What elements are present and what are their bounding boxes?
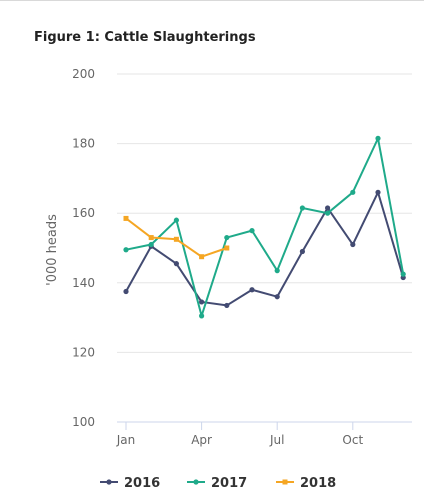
data-point — [325, 205, 331, 211]
data-point — [224, 302, 230, 309]
series-line-2016 — [125, 191, 405, 307]
data-point — [274, 294, 280, 300]
data-point — [148, 241, 154, 248]
data-point — [173, 236, 179, 242]
legend-item-2018: 2018 — [276, 476, 336, 491]
data-point — [274, 268, 280, 274]
data-point — [375, 189, 381, 195]
data-point — [400, 271, 406, 277]
data-point — [173, 261, 179, 267]
data-point — [249, 287, 255, 293]
data-point — [123, 247, 129, 253]
legend-marker — [106, 479, 112, 485]
data-point — [299, 248, 305, 255]
data-point — [199, 299, 205, 305]
data-point — [350, 241, 356, 248]
series-2016 — [123, 189, 406, 309]
legend-marker — [193, 479, 199, 485]
y-tick-label: 120 — [72, 345, 95, 359]
y-tick-label: 200 — [72, 67, 95, 81]
data-point — [173, 217, 179, 223]
legend-label: 2018 — [300, 476, 336, 491]
y-tick-labels: 100 120 140 160 180 200 — [72, 67, 95, 429]
legend-item-2017: 2017 — [187, 476, 247, 491]
y-tick-label: 180 — [72, 137, 95, 151]
x-tick-label: Apr — [191, 433, 212, 447]
legend-label: 2017 — [211, 476, 247, 491]
legend-label: 2016 — [124, 476, 160, 491]
data-point — [148, 235, 154, 241]
chart-title: Figure 1: Cattle Slaughterings — [34, 30, 256, 45]
y-tick-label: 160 — [72, 206, 95, 220]
legend-item-2016: 2016 — [100, 476, 160, 491]
series-2018 — [123, 215, 230, 260]
series-2017 — [123, 135, 406, 319]
legend: 2016 2017 2018 — [100, 476, 336, 491]
data-point — [224, 245, 230, 251]
data-point — [199, 254, 205, 260]
legend-marker — [282, 479, 288, 485]
series-line-2017 — [125, 137, 405, 317]
top-divider — [0, 0, 424, 1]
y-tick-label: 140 — [72, 276, 95, 290]
x-tick-label: Oct — [342, 433, 363, 447]
data-point — [123, 215, 129, 221]
data-point — [199, 313, 205, 319]
y-axis-title: '000 heads — [45, 214, 60, 286]
data-point — [224, 234, 230, 241]
data-point — [325, 210, 331, 216]
x-tick-label: Jul — [269, 433, 284, 447]
data-point — [249, 228, 255, 234]
x-tick-label: Jan — [116, 433, 136, 447]
series-lines — [123, 135, 406, 319]
data-point — [375, 135, 381, 141]
data-point — [123, 288, 129, 295]
x-axis: Jan Apr Jul Oct — [116, 421, 412, 447]
grid-lines — [117, 73, 412, 353]
data-point — [350, 189, 356, 195]
data-point — [299, 205, 305, 211]
y-tick-label: 100 — [72, 415, 95, 429]
